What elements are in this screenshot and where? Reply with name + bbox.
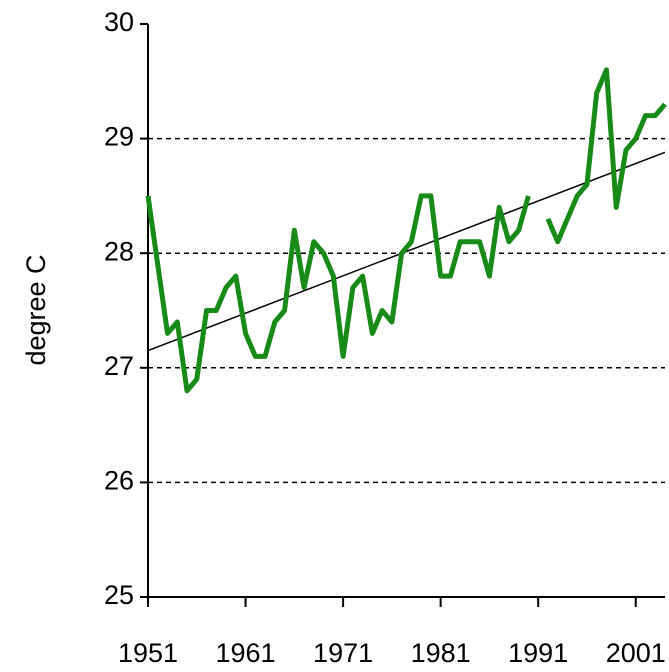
x-tick-label: 1961 [216, 638, 276, 668]
x-tick-label: 1991 [508, 638, 568, 668]
y-tick-label: 27 [104, 351, 134, 381]
x-tick-label: 2001 [606, 638, 666, 668]
trend-line [147, 151, 666, 352]
y-axis-label: degree C [21, 254, 51, 365]
y-tick-label: 25 [104, 580, 134, 610]
data-line [145, 67, 667, 394]
y-tick-label: 29 [104, 122, 134, 152]
x-tick-label: 1951 [118, 638, 178, 668]
y-tick-label: 26 [104, 466, 134, 496]
y-tick-label: 28 [104, 236, 134, 266]
x-tick-label: 1971 [313, 638, 373, 668]
y-tick-label: 30 [104, 7, 134, 37]
x-tick-label: 1981 [411, 638, 471, 668]
